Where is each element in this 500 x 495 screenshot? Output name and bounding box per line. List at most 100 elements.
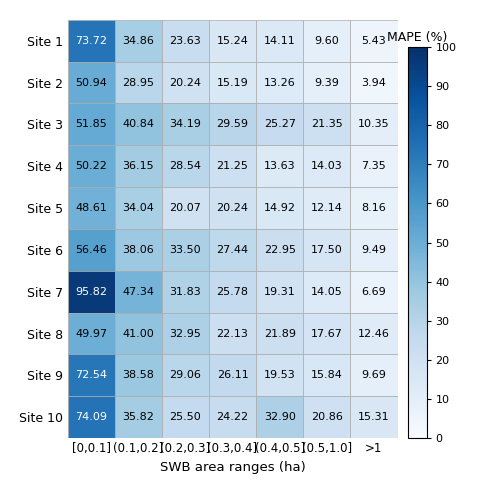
Text: 23.63: 23.63 [170, 36, 201, 46]
Bar [350, 354, 398, 396]
Text: 38.58: 38.58 [122, 370, 154, 380]
Bar [209, 396, 256, 438]
Text: 21.35: 21.35 [311, 119, 342, 129]
Text: 8.16: 8.16 [362, 203, 386, 213]
Text: 7.35: 7.35 [362, 161, 386, 171]
Bar [162, 229, 209, 271]
Text: 13.63: 13.63 [264, 161, 296, 171]
Text: 56.46: 56.46 [75, 245, 107, 255]
Bar [303, 61, 350, 103]
Text: 12.46: 12.46 [358, 329, 390, 339]
Bar [209, 61, 256, 103]
Text: 95.82: 95.82 [75, 287, 107, 297]
Bar [68, 61, 114, 103]
X-axis label: SWB area ranges (ha): SWB area ranges (ha) [160, 461, 306, 474]
Bar [256, 396, 303, 438]
Bar [303, 354, 350, 396]
Bar [303, 313, 350, 354]
Bar [256, 187, 303, 229]
Bar [209, 354, 256, 396]
Bar [162, 313, 209, 354]
Text: 21.25: 21.25 [216, 161, 248, 171]
Text: 9.69: 9.69 [362, 370, 386, 380]
Bar [68, 20, 114, 61]
Bar [114, 146, 162, 187]
Bar [209, 20, 256, 61]
Bar [114, 229, 162, 271]
Bar [68, 313, 114, 354]
Text: 36.15: 36.15 [122, 161, 154, 171]
Bar [256, 61, 303, 103]
Text: 29.06: 29.06 [170, 370, 202, 380]
Bar [350, 187, 398, 229]
Bar [114, 396, 162, 438]
Bar [162, 146, 209, 187]
Text: 20.24: 20.24 [216, 203, 248, 213]
Text: 47.34: 47.34 [122, 287, 154, 297]
Text: 74.09: 74.09 [75, 412, 107, 422]
Text: 38.06: 38.06 [122, 245, 154, 255]
Bar [303, 187, 350, 229]
Bar [256, 146, 303, 187]
Bar [256, 271, 303, 313]
Text: 19.53: 19.53 [264, 370, 296, 380]
Text: 17.67: 17.67 [311, 329, 342, 339]
Text: 50.94: 50.94 [75, 78, 107, 88]
Bar [303, 103, 350, 146]
Bar [114, 103, 162, 146]
Bar [68, 187, 114, 229]
Bar [209, 146, 256, 187]
Text: 41.00: 41.00 [122, 329, 154, 339]
Text: 48.61: 48.61 [75, 203, 107, 213]
Text: 73.72: 73.72 [75, 36, 107, 46]
Bar [350, 146, 398, 187]
Bar [350, 103, 398, 146]
Bar [350, 61, 398, 103]
Bar [68, 103, 114, 146]
Bar [162, 20, 209, 61]
Bar [162, 354, 209, 396]
Bar [114, 271, 162, 313]
Bar [114, 61, 162, 103]
Bar [303, 396, 350, 438]
Text: 5.43: 5.43 [362, 36, 386, 46]
Bar [256, 354, 303, 396]
Text: 9.60: 9.60 [314, 36, 339, 46]
Text: 15.19: 15.19 [216, 78, 248, 88]
Text: 14.03: 14.03 [311, 161, 342, 171]
Bar [256, 313, 303, 354]
Text: 31.83: 31.83 [170, 287, 201, 297]
Text: 26.11: 26.11 [216, 370, 248, 380]
Bar [68, 354, 114, 396]
Text: 34.86: 34.86 [122, 36, 154, 46]
Text: 28.54: 28.54 [170, 161, 202, 171]
Bar [68, 271, 114, 313]
Text: 72.54: 72.54 [75, 370, 107, 380]
Bar [68, 229, 114, 271]
Text: 17.50: 17.50 [311, 245, 342, 255]
Text: 19.31: 19.31 [264, 287, 296, 297]
Text: 27.44: 27.44 [216, 245, 248, 255]
Bar [162, 396, 209, 438]
Text: 10.35: 10.35 [358, 119, 390, 129]
Bar [114, 354, 162, 396]
Text: 49.97: 49.97 [75, 329, 107, 339]
Text: 22.13: 22.13 [216, 329, 248, 339]
Bar [162, 271, 209, 313]
Bar [114, 187, 162, 229]
Text: 20.24: 20.24 [170, 78, 202, 88]
Text: 40.84: 40.84 [122, 119, 154, 129]
Text: 14.11: 14.11 [264, 36, 296, 46]
Text: 14.92: 14.92 [264, 203, 296, 213]
Bar [209, 187, 256, 229]
Bar [303, 146, 350, 187]
Text: 32.90: 32.90 [264, 412, 296, 422]
Title: MAPE (%): MAPE (%) [387, 32, 447, 45]
Text: 6.69: 6.69 [362, 287, 386, 297]
Text: 15.31: 15.31 [358, 412, 390, 422]
Bar [256, 229, 303, 271]
Text: 15.84: 15.84 [311, 370, 342, 380]
Bar [114, 313, 162, 354]
Bar [256, 20, 303, 61]
Bar [209, 229, 256, 271]
